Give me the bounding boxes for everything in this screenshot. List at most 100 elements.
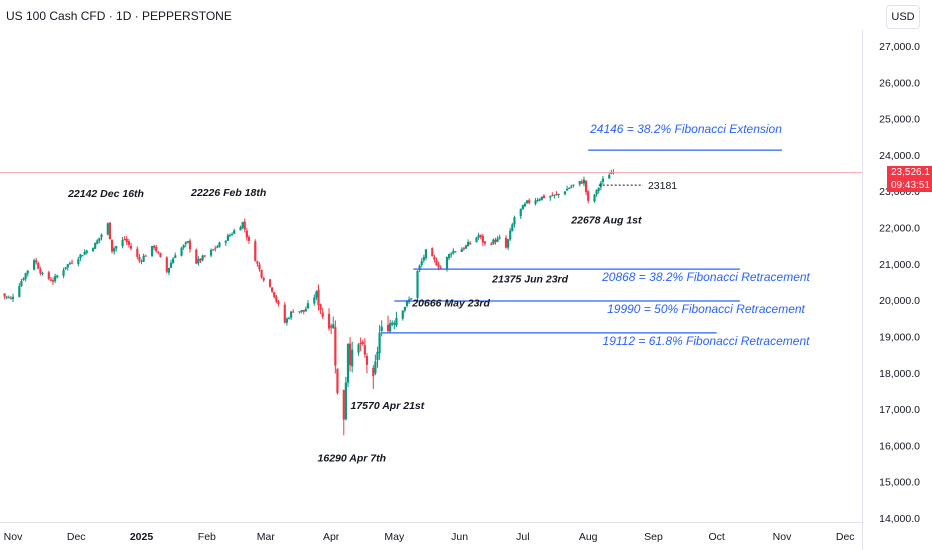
candle-body bbox=[157, 252, 160, 254]
x-tick-label: Sep bbox=[644, 531, 663, 543]
candle-body bbox=[380, 326, 383, 331]
candle-body bbox=[304, 308, 307, 312]
candle-body bbox=[125, 238, 128, 243]
annotation-label: 20666 May 23rd bbox=[411, 297, 490, 309]
candle-body bbox=[258, 264, 261, 270]
candle-body bbox=[49, 279, 53, 281]
candle-body bbox=[595, 189, 598, 195]
candle-body bbox=[410, 298, 413, 300]
currency-button[interactable]: USD bbox=[886, 5, 920, 29]
candle-body bbox=[597, 187, 600, 191]
x-tick-label: Nov bbox=[4, 531, 23, 543]
candle-body bbox=[11, 296, 15, 299]
candle-body bbox=[433, 256, 436, 260]
candle-body bbox=[39, 269, 42, 274]
x-tick-label: Feb bbox=[198, 531, 216, 543]
candle-body bbox=[91, 248, 95, 251]
candle-body bbox=[542, 195, 546, 199]
candle-body bbox=[247, 236, 251, 241]
candle-body bbox=[511, 224, 514, 232]
candle-body bbox=[271, 287, 274, 292]
candle-body bbox=[344, 382, 347, 420]
x-tick-label: Nov bbox=[773, 531, 792, 543]
candle-body bbox=[283, 304, 286, 323]
y-tick-label: 21,000.0 bbox=[879, 259, 920, 271]
y-tick-label: 25,000.0 bbox=[879, 114, 920, 126]
candle-body bbox=[182, 245, 185, 248]
fib-level-label: 24146 = 38.2% Fibonacci Extension bbox=[589, 122, 782, 136]
candle-body bbox=[62, 269, 65, 276]
x-tick-label: Jun bbox=[451, 531, 468, 543]
candle-body bbox=[129, 245, 133, 249]
candle-body bbox=[528, 200, 531, 203]
candle-body bbox=[180, 247, 183, 256]
candle-body bbox=[490, 243, 493, 245]
candle-body bbox=[214, 248, 217, 250]
candle-body bbox=[336, 368, 339, 393]
candle-body bbox=[243, 221, 246, 230]
candle-body bbox=[361, 341, 364, 345]
candle-body bbox=[150, 246, 154, 256]
candle-body bbox=[553, 194, 556, 196]
y-tick-label: 27,000.0 bbox=[879, 41, 920, 53]
candle-body bbox=[557, 193, 560, 196]
candle-body bbox=[186, 241, 189, 243]
candle-body bbox=[525, 200, 529, 204]
candle-body bbox=[123, 238, 126, 240]
y-tick-label: 16,000.0 bbox=[879, 440, 920, 452]
candle-body bbox=[216, 246, 219, 248]
last-price-badge: 23,526.1 bbox=[887, 165, 932, 179]
dashed-level-label: 23181 bbox=[648, 180, 677, 192]
candle-body bbox=[395, 317, 398, 326]
y-tick-label: 19,000.0 bbox=[879, 331, 920, 343]
candle-body bbox=[572, 184, 575, 186]
candle-body bbox=[608, 174, 611, 179]
candle-body bbox=[77, 259, 80, 265]
candle-body bbox=[599, 182, 602, 188]
candle-body bbox=[100, 234, 103, 238]
candle-body bbox=[386, 324, 390, 332]
x-tick-label: 2025 bbox=[130, 531, 154, 543]
y-tick-label: 15,000.0 bbox=[879, 477, 920, 489]
candle-body bbox=[256, 261, 259, 264]
candle-body bbox=[26, 270, 29, 274]
candle-body bbox=[439, 267, 442, 269]
candle-body bbox=[81, 255, 84, 257]
candle-body bbox=[587, 191, 590, 201]
candle-body bbox=[401, 310, 404, 319]
candle-body bbox=[292, 311, 295, 313]
candle-body bbox=[96, 240, 99, 244]
candle-body bbox=[94, 242, 97, 249]
candle-body bbox=[393, 323, 396, 325]
candle-body bbox=[563, 191, 567, 195]
candle-body bbox=[245, 230, 248, 238]
candle-body bbox=[454, 251, 457, 253]
candle-body bbox=[9, 297, 12, 299]
x-tick-label: Aug bbox=[579, 531, 598, 543]
candle-body bbox=[498, 237, 501, 239]
candle-body bbox=[306, 303, 310, 309]
candle-body bbox=[566, 188, 569, 191]
candle-body bbox=[346, 343, 350, 383]
x-tick-label: Dec bbox=[836, 531, 855, 543]
candle-body bbox=[159, 252, 162, 257]
candle-body bbox=[555, 194, 558, 196]
candle-body bbox=[507, 239, 510, 248]
candle-body bbox=[54, 276, 57, 282]
candle-body bbox=[538, 199, 541, 201]
annotation-label: 17570 Apr 21st bbox=[351, 400, 425, 412]
candle-body bbox=[287, 318, 291, 320]
candle-body bbox=[110, 239, 114, 252]
candle-body bbox=[448, 254, 451, 259]
candle-body bbox=[262, 278, 265, 281]
y-tick-label: 26,000.0 bbox=[879, 77, 920, 89]
candle-body bbox=[302, 309, 305, 312]
candle-body bbox=[79, 254, 82, 259]
candle-body bbox=[300, 310, 303, 312]
y-tick-label: 24,000.0 bbox=[879, 150, 920, 162]
candle-body bbox=[41, 273, 44, 275]
candle-body bbox=[357, 344, 360, 353]
candle-body bbox=[389, 323, 392, 332]
candle-body bbox=[174, 255, 177, 258]
